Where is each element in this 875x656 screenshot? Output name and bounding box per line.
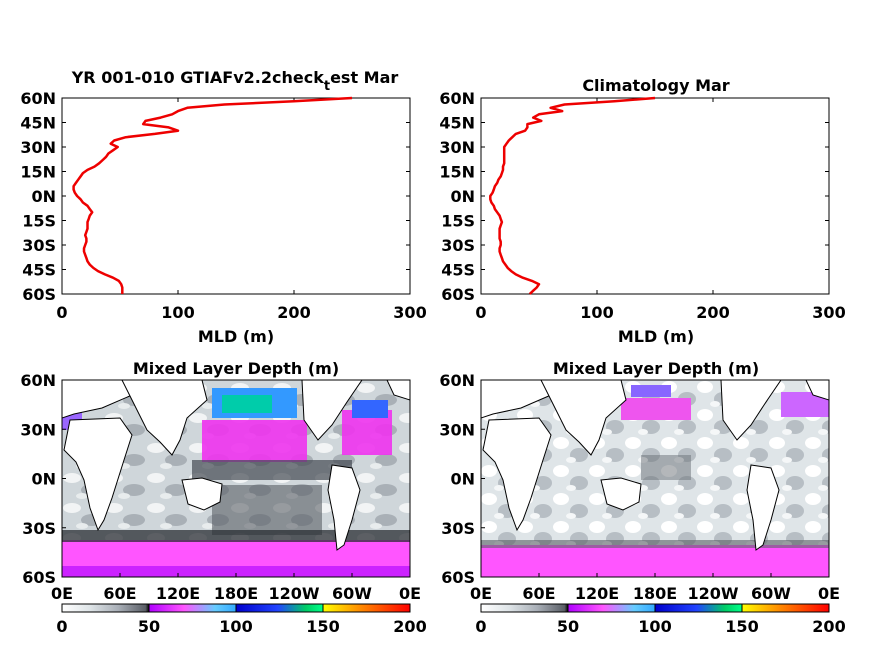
y-tick-label: 0N: [450, 470, 475, 489]
x-tick-label: 0E: [818, 584, 840, 603]
x-tick-label: 200: [277, 303, 310, 322]
colorbar-tick-label: 200: [393, 617, 426, 636]
y-tick-label: 30S: [441, 519, 475, 538]
mld-profile-chart-climatology: Climatology Mar 0 100 200 300 60N 45N 30N 15N 0N…: [439, 76, 845, 346]
x-tick-label: 100: [161, 303, 194, 322]
x-tick-label: 60W: [751, 584, 791, 603]
chart-title: Mixed Layer Depth (m): [553, 359, 759, 378]
x-tick-label: 60E: [103, 584, 136, 603]
y-tick-label: 45S: [22, 261, 56, 280]
x-tick-label: 100: [580, 303, 613, 322]
mld-line: [489, 96, 656, 295]
x-tick-label: 200: [696, 303, 729, 322]
colorbar-tick-label: 50: [557, 617, 579, 636]
mld-south-pacific-subtropical: [212, 485, 322, 535]
mld-high-north-pacific: [621, 398, 691, 420]
y-tick-label: 60S: [441, 568, 475, 587]
x-tick-label: 120W: [687, 584, 738, 603]
y-tick-label: 45N: [439, 114, 475, 133]
y-tick-label: 30N: [20, 420, 56, 439]
mld-very-high-north-pacific: [631, 385, 671, 397]
mld-line: [72, 96, 353, 294]
y-tick-label: 30N: [439, 420, 475, 439]
x-tick-label: 0: [56, 303, 67, 322]
y-tick-label: 60N: [20, 371, 56, 390]
x-tick-label: 180E: [214, 584, 258, 603]
y-tick-label: 60S: [22, 285, 56, 304]
y-tick-label: 60S: [441, 285, 475, 304]
y-tick-label: 0N: [450, 187, 475, 206]
mld-high-north-pacific: [202, 420, 307, 462]
chart-title: YR 001-010 GTIAFv2.2checktest Mar: [71, 68, 399, 94]
x-tick-label: 120W: [268, 584, 319, 603]
chart-title: Climatology Mar: [582, 76, 729, 95]
x-axis-label: MLD (m): [198, 327, 274, 346]
colorbar-tick-label: 0: [475, 617, 486, 636]
colorbar-tick-label: 200: [812, 617, 845, 636]
mld-southern-ocean-edge: [62, 530, 410, 542]
y-tick-label: 0N: [31, 187, 56, 206]
land-masses: [62, 380, 410, 551]
mld-southern-ocean: [481, 545, 829, 577]
y-tick-label: 15S: [22, 212, 56, 231]
y-tick-label: 30N: [439, 138, 475, 157]
x-tick-label: 0: [475, 303, 486, 322]
y-tick-label: 30S: [22, 236, 56, 255]
colorbar-tick-label: 150: [725, 617, 758, 636]
y-tick-label: 60S: [22, 568, 56, 587]
y-tick-label: 15N: [20, 163, 56, 182]
mld-equatorial-band: [192, 460, 352, 480]
mld-very-high-north-atlantic: [352, 400, 388, 418]
plot-area: [480, 97, 830, 295]
y-tick-label: 60N: [20, 89, 56, 108]
y-tick-label: 15N: [439, 163, 475, 182]
y-tick-label: 45S: [441, 261, 475, 280]
mld-southern-ocean-deep: [62, 566, 410, 577]
land-masses: [481, 380, 829, 551]
y-tick-label: 60N: [439, 371, 475, 390]
y-tick-label: 30N: [20, 138, 56, 157]
colorbar-tick-label: 150: [306, 617, 339, 636]
x-tick-label: 60E: [522, 584, 555, 603]
mld-southern-ocean-edge: [481, 540, 829, 548]
y-tick-label: 30S: [22, 519, 56, 538]
x-tick-label: 0E: [399, 584, 421, 603]
y-tick-label: 15S: [441, 212, 475, 231]
colorbar-tick-label: 100: [638, 617, 671, 636]
chart-title: Mixed Layer Depth (m): [133, 359, 339, 378]
mld-mid-patch: [641, 455, 691, 480]
y-tick-label: 45N: [20, 114, 56, 133]
plot-area: [61, 97, 411, 295]
y-tick-label: 0N: [31, 470, 56, 489]
colorbar-tick-label: 0: [56, 617, 67, 636]
mld-profile-chart-model: YR 001-010 GTIAFv2.2checktest Mar 0 100 20…: [20, 68, 426, 346]
y-tick-label: 30S: [441, 236, 475, 255]
x-tick-label: 300: [393, 303, 426, 322]
x-axis-label: MLD (m): [618, 327, 694, 346]
colorbar-tick-label: 100: [219, 617, 252, 636]
x-tick-label: 300: [812, 303, 845, 322]
colorbar-tick-label: 50: [138, 617, 160, 636]
x-tick-label: 0E: [470, 584, 492, 603]
x-tick-label: 0E: [51, 584, 73, 603]
x-tick-label: 120E: [156, 584, 200, 603]
mld-map-model: Mixed Layer Depth (m): [20, 359, 426, 636]
mld-map-climatology: Mixed Layer Depth (m) 0E 60E 120E 180E 120W 6…: [439, 359, 845, 636]
mld-peak-north-pacific: [222, 395, 272, 413]
x-tick-label: 120E: [575, 584, 619, 603]
y-tick-label: 60N: [439, 89, 475, 108]
x-tick-label: 180E: [633, 584, 677, 603]
x-tick-label: 60W: [332, 584, 372, 603]
